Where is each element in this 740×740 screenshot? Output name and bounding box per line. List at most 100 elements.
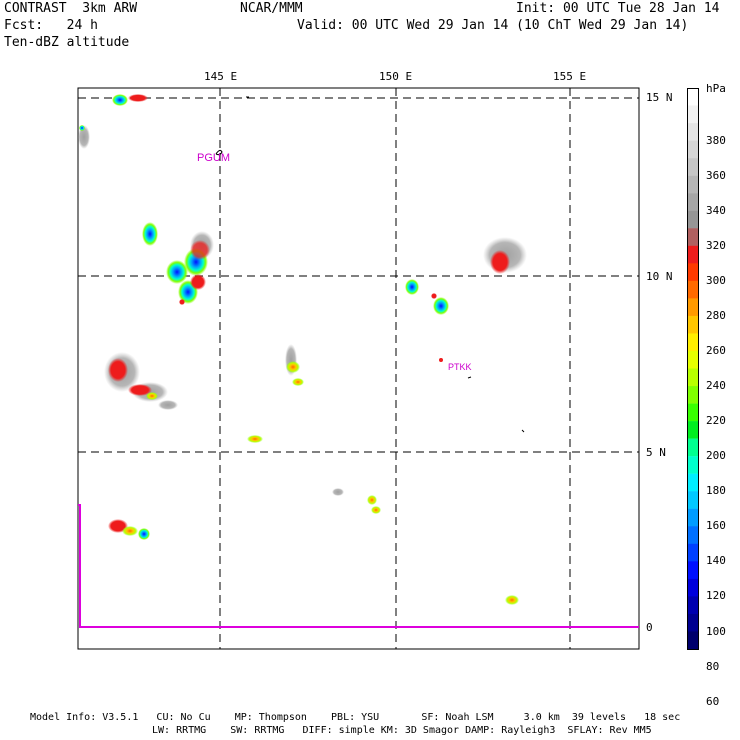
colorbar-swatch <box>687 350 699 369</box>
colorbar-swatch <box>687 473 699 492</box>
colorbar-label: 360 <box>706 168 726 182</box>
echo-cell <box>142 222 158 246</box>
colorbar-label: 320 <box>706 238 726 252</box>
echo-cell <box>158 400 178 410</box>
colorbar-swatch <box>687 456 699 474</box>
field-name: Ten-dBZ altitude <box>4 35 130 50</box>
echo-cell <box>439 358 443 362</box>
echo-cell <box>79 125 85 131</box>
radar-echoes <box>78 94 527 605</box>
echo-cell <box>247 435 263 443</box>
colorbar-swatch <box>687 631 699 650</box>
echo-cell <box>128 94 148 102</box>
colorbar-swatch <box>687 193 699 211</box>
echo-cell <box>190 274 206 290</box>
colorbar-swatch <box>687 123 699 141</box>
lat-label-0: 0 <box>646 621 653 634</box>
echo-cell <box>179 299 185 305</box>
colorbar-swatch <box>687 403 699 422</box>
lon-label-150e: 150 E <box>379 70 412 83</box>
echo-cell <box>112 94 128 106</box>
echo-cell <box>490 250 510 274</box>
lon-label-145e: 145 E <box>204 70 237 83</box>
colorbar-label: 300 <box>706 273 726 287</box>
colorbar-swatch <box>687 280 699 299</box>
colorbar-label: 280 <box>706 308 726 322</box>
colorbar-swatches <box>687 88 699 650</box>
organization-label: NCAR/MMM <box>240 1 303 16</box>
colorbar-label: 380 <box>706 133 726 147</box>
echo-cell <box>332 488 344 496</box>
colorbar-swatch <box>687 526 699 545</box>
colorbar-label: 220 <box>706 414 726 428</box>
coastlines <box>215 96 525 433</box>
colorbar-swatch <box>687 245 699 264</box>
colorbar-swatch <box>687 315 699 334</box>
colorbar-label: 240 <box>706 379 726 392</box>
station-label-pgum: PGUM <box>197 152 230 164</box>
colorbar-swatch <box>687 105 699 124</box>
lon-label-155e: 155 E <box>553 70 586 83</box>
echo-cell <box>166 260 188 284</box>
colorbar-label: 100 <box>706 624 726 638</box>
valid-time: Valid: 00 UTC Wed 29 Jan 14 (10 ChT Wed … <box>297 18 689 33</box>
model-info-line-2: LW: RRTMG SW: RRTMG DIFF: simple KM: 3D … <box>152 725 652 736</box>
colorbar-swatch <box>687 228 699 246</box>
echo-cell <box>78 125 90 149</box>
colorbar-label: 120 <box>706 589 726 603</box>
colorbar-label: 60 <box>706 694 720 708</box>
echo-cell <box>146 392 158 400</box>
island-shape <box>467 376 472 379</box>
colorbar-swatch <box>687 88 699 106</box>
echo-cell <box>108 358 128 382</box>
lat-label-15n: 15 N <box>646 91 673 104</box>
colorbar-swatch <box>687 508 699 527</box>
colorbar-label: 80 <box>706 659 720 673</box>
echo-cell <box>405 279 419 295</box>
colorbar-label: 200 <box>706 449 726 463</box>
colorbar-label: 160 <box>706 519 726 533</box>
lat-label-5n: 5 N <box>646 446 666 459</box>
echo-cell <box>433 297 449 315</box>
colorbar-swatch <box>687 368 699 387</box>
colorbar-swatch <box>687 438 699 457</box>
forecast-hour: Fcst: 24 h <box>4 18 98 33</box>
colorbar-swatch <box>687 613 699 632</box>
colorbar-swatch <box>687 596 699 615</box>
echo-cell <box>431 293 437 299</box>
island-shape <box>215 149 223 156</box>
graticule <box>78 88 639 649</box>
echo-cell <box>505 595 519 605</box>
colorbar-swatch <box>687 263 699 282</box>
echo-cell <box>371 506 381 514</box>
domain-boundary <box>78 504 639 628</box>
colorbar-label: 180 <box>706 484 726 498</box>
colorbar-label: 340 <box>706 203 726 217</box>
colorbar-swatch <box>687 561 699 580</box>
colorbar-swatch <box>687 175 699 194</box>
colorbar-swatch <box>687 158 699 176</box>
map-frame <box>77 87 640 650</box>
colorbar-swatch <box>687 140 699 159</box>
island-shape <box>521 429 525 433</box>
colorbar-label: 140 <box>706 554 726 568</box>
model-info-line-1: Model Info: V3.5.1 CU: No Cu MP: Thompso… <box>30 712 681 723</box>
colorbar-frame <box>687 88 699 650</box>
colorbar-swatch <box>687 578 699 597</box>
echo-cell <box>122 526 138 536</box>
colorbar-swatch <box>687 210 699 229</box>
colorbar-swatch <box>687 386 699 404</box>
lat-label-10n: 10 N <box>646 270 673 283</box>
colorbar-swatch <box>687 491 699 509</box>
colorbar-swatch <box>687 298 699 317</box>
colorbar-label: 260 <box>706 344 726 357</box>
echo-cell <box>138 528 150 540</box>
echo-cell <box>367 495 377 505</box>
colorbar-unit: hPa <box>706 82 726 95</box>
station-label-ptkk: PTKK <box>448 362 472 372</box>
init-time: Init: 00 UTC Tue 28 Jan 14 <box>516 1 720 16</box>
colorbar-swatch <box>687 543 699 562</box>
echo-cell <box>286 361 300 373</box>
model-title: CONTRAST 3km ARW <box>4 1 138 16</box>
